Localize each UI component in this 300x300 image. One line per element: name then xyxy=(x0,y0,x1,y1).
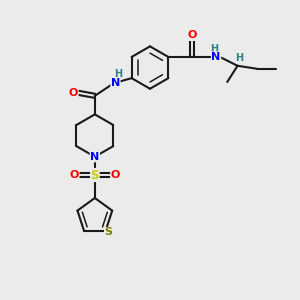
Text: H: H xyxy=(210,44,218,54)
Text: S: S xyxy=(91,169,99,182)
Text: S: S xyxy=(104,227,112,238)
Text: O: O xyxy=(187,31,196,40)
Text: O: O xyxy=(70,170,79,180)
Text: N: N xyxy=(111,78,120,88)
Text: N: N xyxy=(212,52,221,62)
Text: H: H xyxy=(235,52,243,62)
Text: O: O xyxy=(111,170,120,180)
Text: H: H xyxy=(114,69,122,79)
Text: O: O xyxy=(69,88,78,98)
Text: N: N xyxy=(90,152,100,162)
